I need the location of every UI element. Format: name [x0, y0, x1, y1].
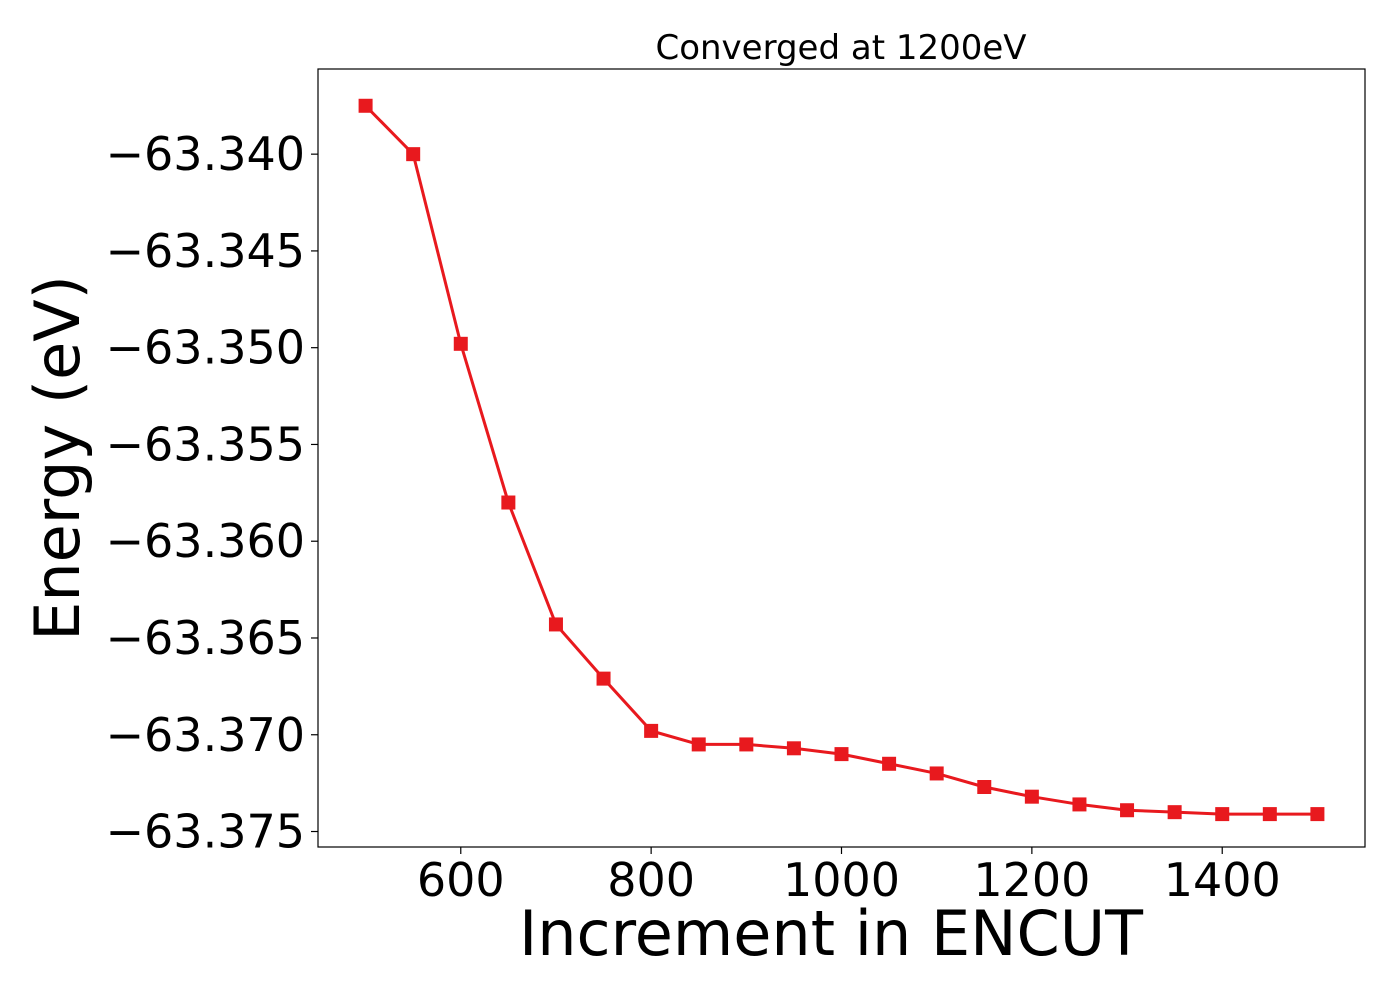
data-point-marker — [1262, 807, 1277, 822]
x-tick-label: 1000 — [783, 853, 900, 907]
x-tick-label: 1200 — [973, 853, 1090, 907]
data-point-marker — [501, 495, 516, 510]
y-tick-label: −63.360 — [106, 514, 306, 568]
x-tick-label: 600 — [417, 853, 505, 907]
y-tick-label: −63.375 — [106, 805, 306, 859]
data-point-marker — [977, 780, 992, 795]
data-point-marker — [1167, 805, 1182, 820]
data-point-marker — [548, 617, 563, 632]
data-point-marker — [644, 723, 659, 738]
chart-title: Converged at 1200eV — [655, 28, 1026, 68]
data-point-marker — [1072, 797, 1087, 812]
data-point-marker — [1120, 803, 1135, 818]
series-layer — [358, 98, 1325, 822]
data-point-marker — [1024, 789, 1039, 804]
y-tick-label: −63.345 — [106, 224, 306, 278]
data-point-marker — [358, 98, 373, 113]
x-tick-label: 1400 — [1164, 853, 1281, 907]
y-tick-label: −63.340 — [106, 127, 306, 181]
y-tick-label: −63.355 — [106, 417, 306, 471]
y-tick-label: −63.365 — [106, 611, 306, 665]
data-point-marker — [1215, 807, 1230, 822]
data-point-marker — [739, 737, 754, 752]
x-axis-label: Increment in ENCUT — [519, 897, 1144, 970]
data-point-marker — [786, 741, 801, 756]
y-axis: −63.340 −63.345 −63.350 −63.355 −63.360 −63.3… — [106, 127, 318, 859]
data-point-marker — [691, 737, 706, 752]
data-point-marker — [1310, 807, 1325, 822]
data-point-marker — [834, 747, 849, 762]
x-axis: 600 800 1000 1200 1400 — [417, 847, 1281, 907]
y-axis-label: Energy (eV) — [21, 275, 94, 641]
x-tick-label: 800 — [607, 853, 695, 907]
data-point-marker — [453, 336, 468, 351]
series-line — [364, 104, 1318, 816]
data-point-marker — [882, 756, 897, 771]
data-point-marker — [596, 671, 611, 686]
y-tick-label: −63.370 — [106, 708, 306, 762]
data-point-marker — [406, 147, 421, 162]
plot-area-frame — [317, 68, 1366, 848]
data-point-marker — [929, 766, 944, 781]
y-tick-label: −63.350 — [106, 321, 306, 375]
